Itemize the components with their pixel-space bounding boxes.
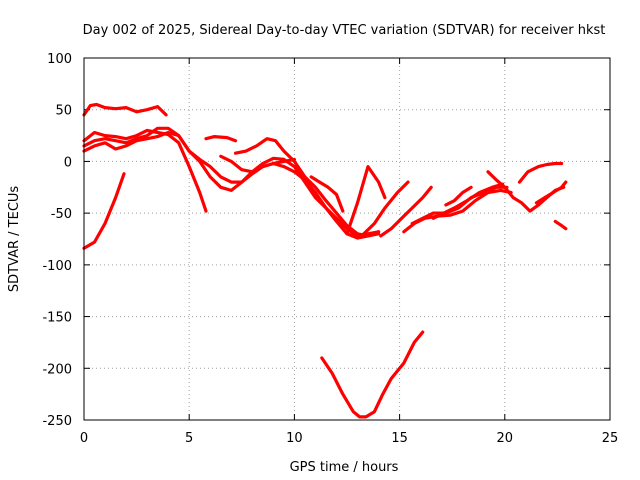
x-tick-label: 25 [602,431,619,446]
y-tick-label: 50 [55,104,72,119]
series-sat-f [204,135,238,143]
y-tick-label: -250 [42,414,72,429]
y-axis-label: SDTVAR / TECUs [7,186,22,293]
series-sat-s [517,161,564,184]
grid-lines [84,58,610,420]
series-sat-c [82,128,208,213]
x-tick-labels: 0 5 10 15 20 25 [80,431,618,446]
series-sat-l [360,180,410,238]
y-tick-label: -100 [42,259,72,274]
y-tick-label: 100 [47,52,72,67]
series-sat-b [82,172,126,250]
x-tick-label: 15 [391,431,408,446]
series-sat-h [233,137,381,238]
series-sat-u [553,219,568,231]
plot-frame [83,57,611,421]
x-tick-label: 5 [185,431,193,446]
series-sat-m [379,185,433,238]
y-tick-label: -200 [42,362,72,377]
series-sat-q [444,185,473,207]
series-sat-o [410,185,509,226]
x-tick-label: 20 [497,431,514,446]
series-sat-p [431,182,505,220]
y-tick-label: 0 [64,155,72,170]
x-tick-label: 0 [80,431,88,446]
series-sat-j [345,165,387,236]
x-axis-label: GPS time / hours [290,460,399,475]
series-sat-a [82,102,168,117]
series-sat-g [219,154,381,239]
series-sat-i [309,175,345,213]
chart-title: Day 002 of 2025, Sidereal Day-to-day VTE… [83,23,606,38]
data-series [82,102,568,419]
series-sat-k [320,330,425,419]
y-tick-labels: -250 -200 -150 -100 -50 0 50 100 [42,52,72,429]
y-tick-label: -150 [42,311,72,326]
x-tick-label: 10 [286,431,303,446]
series-sat-t [534,180,568,205]
y-tick-label: -50 [51,207,72,222]
